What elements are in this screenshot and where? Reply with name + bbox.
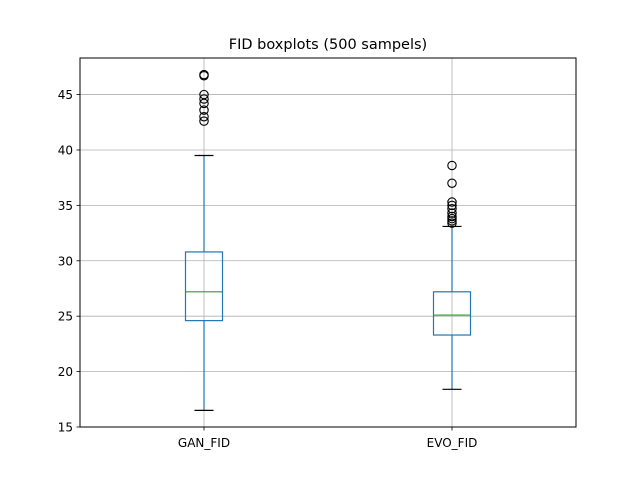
box-group	[184, 69, 224, 411]
outlier-point	[447, 211, 457, 222]
y-tick-label: 30	[58, 254, 73, 268]
y-tick-label: 40	[58, 143, 73, 157]
outlier-point	[447, 197, 457, 207]
outlier-point	[199, 94, 209, 104]
iqr-box	[432, 291, 472, 336]
box-group	[432, 160, 472, 390]
chart-title: FID boxplots (500 sampels)	[229, 37, 427, 53]
y-tick-label: 45	[58, 88, 73, 102]
outlier-point	[199, 105, 209, 115]
x-tick-label: GAN_FID	[178, 436, 230, 450]
outlier-point	[447, 160, 457, 171]
y-tick-label: 25	[58, 310, 73, 324]
y-tick-label: 20	[58, 365, 73, 379]
plot-frame	[79, 57, 577, 428]
iqr-box	[184, 251, 224, 322]
outlier-point	[447, 203, 457, 214]
outlier-point	[447, 208, 457, 218]
outlier-point	[199, 89, 209, 100]
x-tick-label: EVO_FID	[427, 436, 478, 450]
outlier-point	[447, 200, 457, 211]
box-layer	[184, 69, 472, 411]
outlier-point	[199, 111, 209, 122]
axis-layer: 15 20 25 30 35 40 45 GAN_FID EVO_FID	[58, 88, 478, 450]
y-tick-label: 35	[58, 199, 73, 213]
y-tick-label: 15	[58, 421, 73, 435]
outlier-point	[199, 116, 209, 126]
outlier-point	[199, 69, 209, 80]
outlier-point	[447, 178, 457, 188]
